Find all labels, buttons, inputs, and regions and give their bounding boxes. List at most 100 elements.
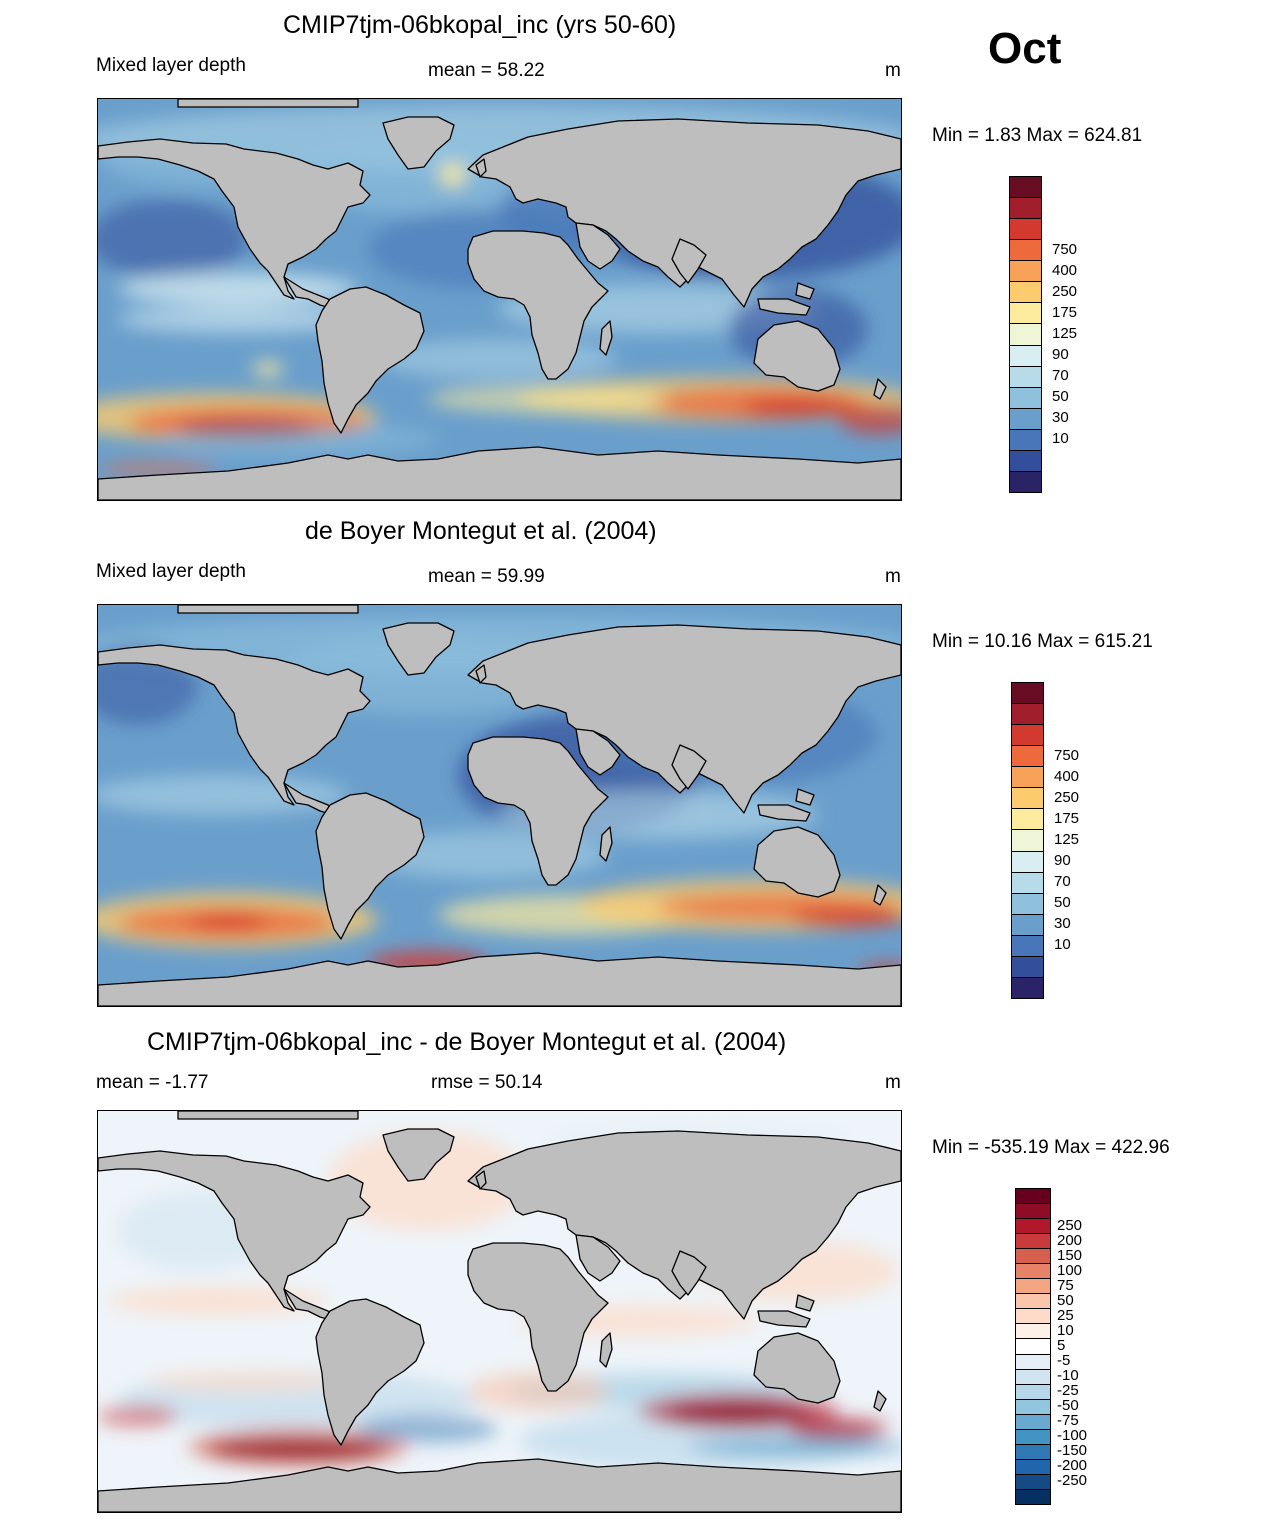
colorbar-swatch bbox=[1015, 1293, 1051, 1310]
colorbar-tick-label: 90 bbox=[1054, 852, 1071, 870]
colorbar-swatch bbox=[1011, 745, 1044, 768]
map-diff-canvas bbox=[98, 1111, 901, 1512]
rmse-label: rmse = 50.14 bbox=[431, 1072, 543, 1093]
colorbar-swatch bbox=[1009, 344, 1042, 367]
colorbar-obs: 750 400 250 175 125 90 70 50 30 10 bbox=[1011, 682, 1079, 999]
colorbar-tick-label: 10 bbox=[1057, 1321, 1074, 1339]
colorbar-tick-label: 70 bbox=[1054, 873, 1071, 891]
colorbar-swatch bbox=[1015, 1443, 1051, 1460]
colorbar-swatch bbox=[1015, 1278, 1051, 1295]
ocean-field-patch bbox=[188, 913, 268, 929]
colorbar-tick-label: 25 bbox=[1057, 1306, 1074, 1324]
colorbar-swatch bbox=[1011, 829, 1044, 852]
ocean-field-patch bbox=[118, 305, 358, 333]
colorbar-tick-label: 250 bbox=[1057, 1216, 1083, 1234]
land-new-zealand bbox=[873, 1390, 887, 1412]
colorbar-swatch bbox=[1011, 871, 1044, 894]
colorbar-swatch bbox=[1015, 1218, 1051, 1235]
land-north-america bbox=[98, 644, 371, 806]
colorbar-tick-label: 50 bbox=[1057, 1291, 1074, 1309]
land-uk bbox=[475, 1170, 487, 1190]
ocean-field-patch bbox=[252, 361, 284, 377]
ocean-field-patch bbox=[98, 775, 348, 815]
colorbar-swatch bbox=[1015, 1368, 1051, 1385]
land-arabia bbox=[575, 728, 621, 776]
colorbar-tick-label: 175 bbox=[1054, 809, 1080, 827]
land-arctic-strip bbox=[177, 1111, 359, 1120]
minmax-label: Min = 1.83 Max = 624.81 bbox=[932, 125, 1143, 146]
land-madagascar bbox=[599, 320, 613, 356]
colorbar-tick-label: 70 bbox=[1052, 367, 1069, 385]
map-model-canvas bbox=[98, 99, 901, 500]
colorbar-tick-label: 125 bbox=[1054, 831, 1080, 848]
colorbar-tick-label: -50 bbox=[1057, 1397, 1079, 1415]
colorbar-tick-label: -200 bbox=[1057, 1457, 1088, 1475]
land-australia bbox=[753, 826, 841, 898]
colorbar-swatch bbox=[1015, 1383, 1051, 1400]
land-south-america bbox=[315, 1298, 425, 1446]
minmax-label: Min = 10.16 Max = 615.21 bbox=[932, 631, 1153, 652]
colorbar-tick-label: -75 bbox=[1057, 1412, 1079, 1430]
colorbar-tick-label: 125 bbox=[1052, 325, 1078, 342]
ocean-field-patch bbox=[742, 397, 854, 417]
colorbar-tick-label: -250 bbox=[1057, 1472, 1088, 1490]
land-eurasia bbox=[467, 624, 901, 814]
colorbar-swatch bbox=[1011, 703, 1044, 726]
ocean-field-patch bbox=[666, 1404, 810, 1424]
ocean-field-patch bbox=[158, 423, 438, 455]
colorbar-swatch bbox=[1011, 787, 1044, 810]
mean-label: mean = 58.22 bbox=[428, 60, 545, 81]
land-africa bbox=[467, 230, 609, 380]
land-madagascar bbox=[599, 826, 613, 862]
colorbar-swatch bbox=[1009, 323, 1042, 346]
colorbar-swatch bbox=[1015, 1308, 1051, 1325]
colorbar-tick-label: 5 bbox=[1057, 1337, 1066, 1354]
land-india bbox=[671, 1250, 707, 1296]
colorbar-swatch bbox=[1011, 766, 1044, 789]
land-se-asia-islands bbox=[757, 1294, 815, 1328]
colorbar-tick-label: -10 bbox=[1057, 1367, 1079, 1385]
colorbar-swatch bbox=[1015, 1488, 1051, 1505]
colorbar-tick-label: 75 bbox=[1057, 1276, 1074, 1294]
land-australia bbox=[753, 1332, 841, 1404]
colorbar-swatch bbox=[1015, 1203, 1051, 1220]
units-label: m bbox=[885, 566, 901, 587]
colorbar-swatch bbox=[1015, 1323, 1051, 1340]
land-arabia bbox=[575, 222, 621, 270]
ocean-field-patch bbox=[148, 1371, 348, 1391]
colorbar-tick-label: 750 bbox=[1052, 240, 1078, 258]
land-greenland bbox=[382, 622, 455, 676]
colorbar-tick-label: 50 bbox=[1054, 894, 1071, 912]
ocean-field-patch bbox=[688, 1437, 901, 1457]
colorbar-swatch bbox=[1009, 365, 1042, 388]
colorbar-swatch bbox=[1009, 407, 1042, 430]
land-arctic-strip bbox=[177, 605, 359, 614]
colorbar-swatch bbox=[1011, 955, 1044, 978]
map-model bbox=[97, 98, 902, 501]
colorbar-tick-label: 400 bbox=[1054, 767, 1080, 785]
land-india bbox=[671, 744, 707, 790]
colorbar-swatch bbox=[1011, 850, 1044, 873]
land-arabia bbox=[575, 1234, 621, 1282]
map-obs-canvas bbox=[98, 605, 901, 1006]
colorbar-swatch bbox=[1009, 386, 1042, 409]
ocean-field-patch bbox=[838, 403, 901, 435]
ocean-field-patch bbox=[439, 163, 467, 187]
colorbar-tick-label: 750 bbox=[1054, 746, 1080, 764]
land-arctic-strip bbox=[177, 99, 359, 108]
colorbar-swatch bbox=[1011, 682, 1044, 705]
land-north-america bbox=[98, 138, 371, 300]
colorbar-tick-label: 250 bbox=[1052, 282, 1078, 300]
land-greenland bbox=[382, 116, 455, 170]
colorbar-tick-label: 10 bbox=[1054, 936, 1071, 954]
colorbar-swatch bbox=[1011, 724, 1044, 747]
colorbar-swatch bbox=[1009, 260, 1042, 283]
colorbar-swatch bbox=[1015, 1338, 1051, 1355]
colorbar-swatch bbox=[1009, 281, 1042, 304]
map-diff bbox=[97, 1110, 902, 1513]
units-label: m bbox=[885, 60, 901, 81]
colorbar-swatch bbox=[1015, 1413, 1051, 1430]
ocean-field-patch bbox=[108, 1287, 328, 1315]
land-antarctica bbox=[98, 446, 901, 500]
colorbar-swatch bbox=[1011, 976, 1044, 999]
